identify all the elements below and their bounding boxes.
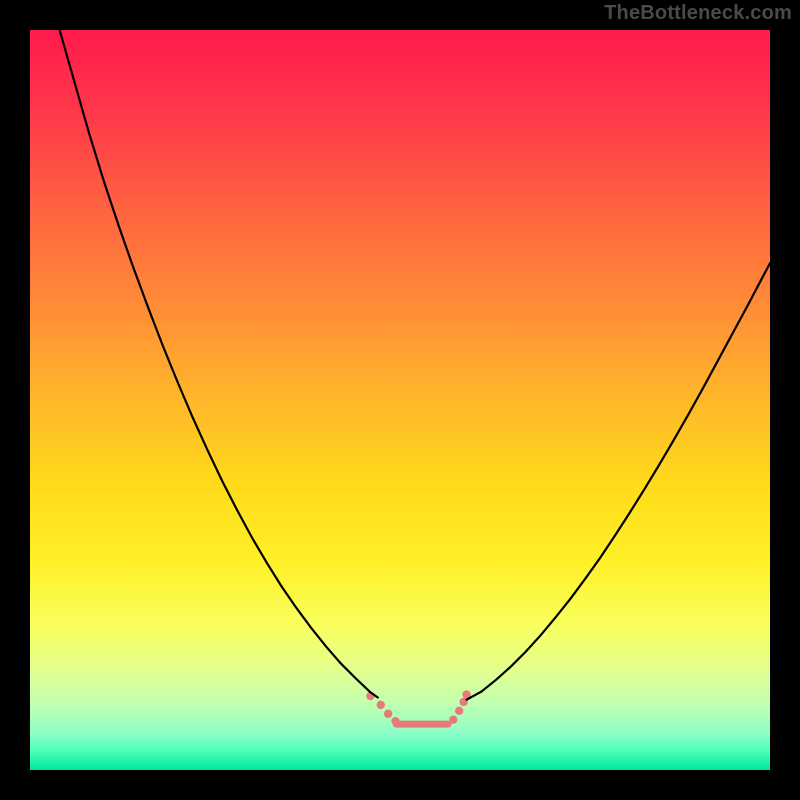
valley-dot bbox=[449, 715, 457, 723]
plot-area bbox=[30, 30, 770, 770]
valley-dot bbox=[455, 707, 463, 715]
valley-dot bbox=[384, 710, 392, 718]
gradient-background bbox=[30, 30, 770, 770]
valley-dot bbox=[377, 701, 385, 709]
plot-svg bbox=[30, 30, 770, 770]
watermark-text: TheBottleneck.com bbox=[604, 2, 792, 25]
valley-dot bbox=[391, 717, 399, 725]
chart-frame: TheBottleneck.com bbox=[0, 0, 800, 800]
